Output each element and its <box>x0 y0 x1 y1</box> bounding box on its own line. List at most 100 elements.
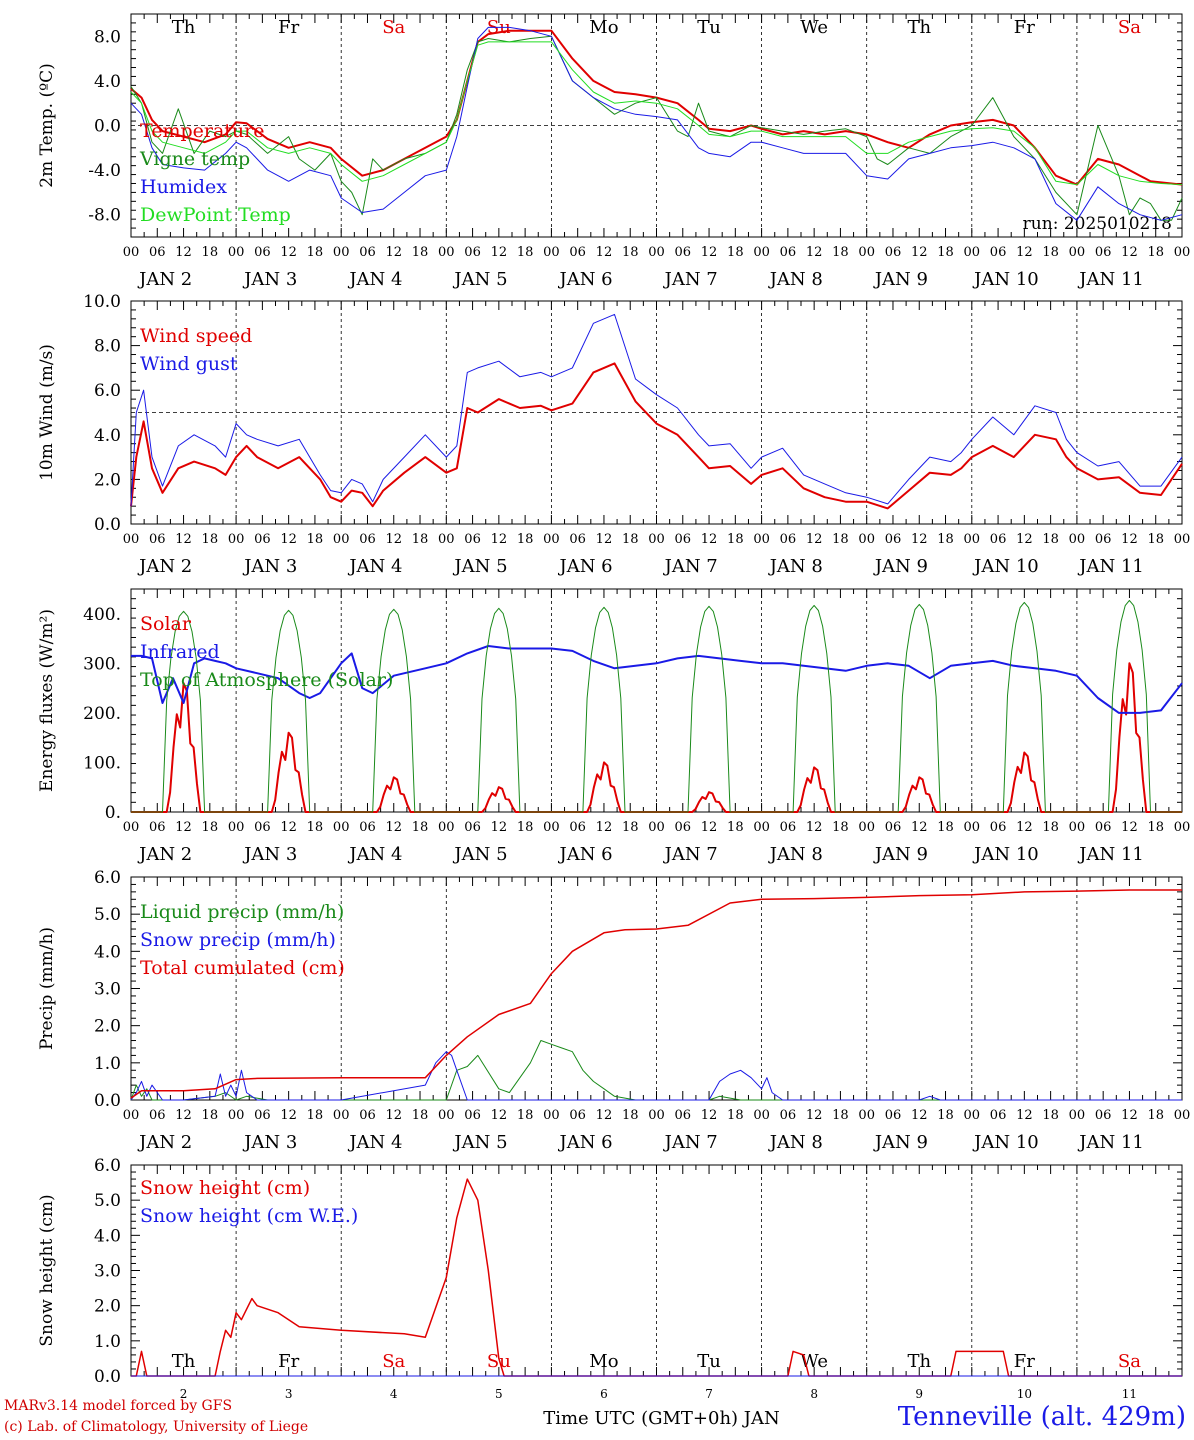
weekday-name: We <box>800 1351 828 1372</box>
panel-1: -8.0 -4.0 0.0 4.0 8.0 2m Temp. (ºC) 00 06 12 18 00… <box>37 13 1190 290</box>
legend-entry: Infrared <box>140 641 220 663</box>
hour-tick-label: 12 <box>701 245 718 260</box>
hour-tick-label: 00 <box>228 532 245 547</box>
hour-tick-label: 18 <box>412 1108 429 1123</box>
hour-tick-label: 18 <box>412 820 429 835</box>
hour-tick-label: 18 <box>622 245 639 260</box>
day-label: JAN 7 <box>663 269 718 290</box>
hour-tick-label: 06 <box>464 820 481 835</box>
hour-tick-label: 00 <box>648 532 665 547</box>
day-label: JAN 3 <box>242 1132 297 1153</box>
hour-tick-label: 06 <box>990 245 1007 260</box>
hour-tick-label: 00 <box>333 245 350 260</box>
hour-tick-label: 06 <box>675 245 692 260</box>
day-label: JAN 7 <box>663 844 718 865</box>
y-tick-label: 6.0 <box>94 381 121 401</box>
weekday-name: Fr <box>1014 1351 1035 1372</box>
hour-tick-label: 18 <box>412 245 429 260</box>
hour-tick-label: 06 <box>675 532 692 547</box>
hour-tick-label: 00 <box>543 245 560 260</box>
hour-tick-label: 12 <box>280 820 297 835</box>
legend-entry: Vigne temp <box>139 148 250 170</box>
weekday-name: Sa <box>382 17 405 38</box>
hour-tick-label: 00 <box>858 532 875 547</box>
hour-tick-label: 06 <box>254 532 271 547</box>
hour-tick-label: 18 <box>937 532 954 547</box>
day-label: JAN 11 <box>1077 1132 1144 1153</box>
hour-tick-label: 18 <box>307 532 324 547</box>
day-number: 8 <box>810 1387 818 1401</box>
y-tick-label: 6.0 <box>94 868 121 888</box>
hour-tick-label: 18 <box>307 245 324 260</box>
hour-tick-label: 12 <box>175 245 192 260</box>
day-number: 11 <box>1122 1387 1137 1401</box>
hour-tick-label: 00 <box>1174 532 1191 547</box>
hour-tick-label: 06 <box>569 532 586 547</box>
hour-tick-label: 12 <box>806 820 823 835</box>
hour-tick-label: 06 <box>1095 532 1112 547</box>
hour-tick-label: 18 <box>1042 245 1059 260</box>
day-label: JAN 6 <box>558 844 613 865</box>
hour-tick-label: 00 <box>228 245 245 260</box>
y-tick-label: 2.0 <box>94 1017 121 1037</box>
series-line-3 <box>131 599 1182 813</box>
hour-tick-label: 00 <box>648 245 665 260</box>
legend-entry: Snow height (cm W.E.) <box>140 1205 358 1227</box>
weekday-name: Mo <box>589 1351 618 1372</box>
hour-tick-label: 18 <box>622 820 639 835</box>
hour-tick-label: 12 <box>491 532 508 547</box>
hour-tick-label: 00 <box>1069 532 1086 547</box>
day-label: JAN 5 <box>452 556 507 577</box>
hour-tick-label: 06 <box>569 820 586 835</box>
day-label: JAN 3 <box>242 844 297 865</box>
day-label: JAN 6 <box>558 1132 613 1153</box>
y-tick-label: 3.0 <box>94 1262 121 1282</box>
hour-tick-label: 00 <box>438 820 455 835</box>
day-label: JAN 8 <box>768 269 823 290</box>
hour-tick-label: 18 <box>517 532 534 547</box>
hour-tick-label: 06 <box>149 820 166 835</box>
panel-4: 0.0 1.0 2.0 3.0 4.0 5.0 6.0 Precip (mm/h) 00 06 12… <box>37 868 1190 1153</box>
hour-tick-label: 06 <box>254 245 271 260</box>
series-group <box>130 889 1182 1101</box>
hour-tick-label: 06 <box>359 245 376 260</box>
hour-tick-label: 00 <box>753 820 770 835</box>
y-tick-label: 4.0 <box>94 942 121 962</box>
hour-tick-label: 00 <box>753 1108 770 1123</box>
y-tick-label: 2.0 <box>94 1297 121 1317</box>
legend-entry: Wind gust <box>140 353 238 375</box>
hour-tick-label: 00 <box>858 820 875 835</box>
hour-tick-label: 00 <box>228 820 245 835</box>
hour-tick-label: 00 <box>438 532 455 547</box>
hour-tick-label: 00 <box>228 1108 245 1123</box>
hour-tick-label: 18 <box>1147 532 1164 547</box>
hour-tick-label: 12 <box>385 1108 402 1123</box>
series-line-3 <box>130 889 1182 1099</box>
hour-tick-label: 18 <box>1147 245 1164 260</box>
hour-tick-label: 06 <box>464 532 481 547</box>
day-label: JAN 11 <box>1077 844 1144 865</box>
hour-tick-label: 12 <box>911 1108 928 1123</box>
day-number: 6 <box>600 1387 608 1401</box>
hour-tick-label: 12 <box>1016 532 1033 547</box>
hour-tick-label: 06 <box>1095 1108 1112 1123</box>
hour-tick-label: 06 <box>780 820 797 835</box>
x-axis-label: Time UTC (GMT+0h) JAN <box>543 1408 780 1429</box>
hour-tick-label: 18 <box>517 245 534 260</box>
hour-tick-label: 12 <box>491 1108 508 1123</box>
hour-tick-label: 12 <box>385 245 402 260</box>
day-label: JAN 5 <box>452 269 507 290</box>
series-line-4 <box>130 41 1183 186</box>
day-label: JAN 10 <box>972 844 1039 865</box>
y-tick-label: 0.0 <box>94 515 121 535</box>
day-label: JAN 6 <box>558 269 613 290</box>
day-label: JAN 4 <box>347 269 402 290</box>
hour-tick-label: 00 <box>964 1108 981 1123</box>
y-tick-label: 0.0 <box>94 1091 121 1111</box>
hour-tick-label: 12 <box>491 245 508 260</box>
hour-tick-label: 12 <box>385 820 402 835</box>
hour-tick-label: 00 <box>123 532 140 547</box>
y-tick-label: 0.0 <box>94 117 121 137</box>
day-label: JAN 2 <box>137 1132 192 1153</box>
hour-tick-label: 06 <box>885 245 902 260</box>
